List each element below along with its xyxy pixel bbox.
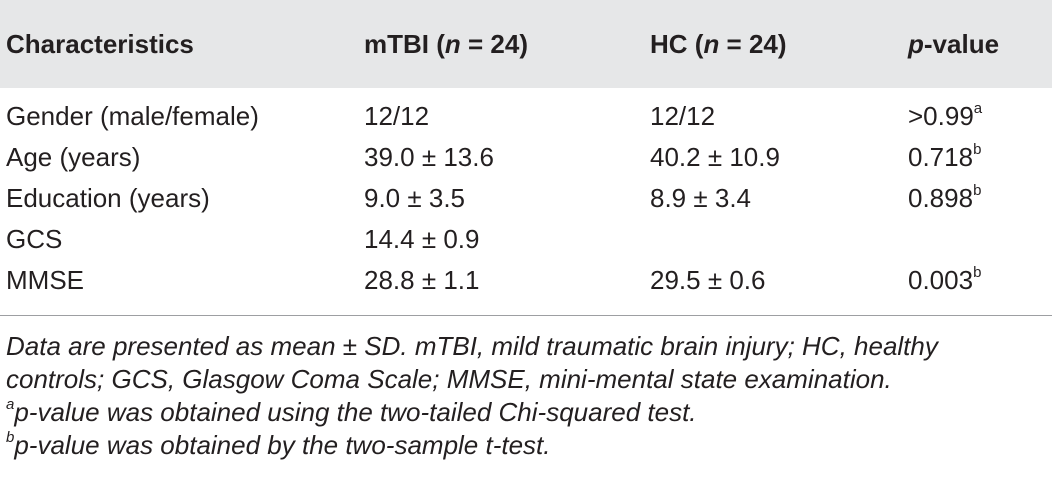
table-bottom-rule bbox=[0, 315, 1052, 316]
footnote-b: bp-value was obtained by the two-sample … bbox=[6, 429, 551, 460]
row-p-value: 0.898b bbox=[908, 182, 982, 213]
row-mtbi-value: 39.0 ± 13.6 bbox=[364, 142, 494, 172]
footnote-line: Data are presented as mean ± SD. mTBI, m… bbox=[6, 331, 938, 361]
table-row: GCS 14.4 ± 0.9 bbox=[0, 220, 1052, 258]
row-label: Age (years) bbox=[6, 142, 141, 172]
row-hc-value: 29.5 ± 0.6 bbox=[650, 265, 766, 295]
row-mtbi-value: 9.0 ± 3.5 bbox=[364, 183, 466, 213]
row-hc-value: 8.9 ± 3.4 bbox=[650, 183, 752, 213]
row-mtbi-value: 12/12 bbox=[364, 101, 430, 131]
header-p-value: p-value bbox=[908, 29, 1000, 59]
table-row: Age (years) 39.0 ± 13.6 40.2 ± 10.9 0.71… bbox=[0, 138, 1052, 176]
header-characteristics: Characteristics bbox=[6, 29, 194, 59]
row-mtbi-value: 14.4 ± 0.9 bbox=[364, 224, 480, 254]
header-mtbi: mTBI (n = 24) bbox=[364, 29, 528, 59]
row-p-value: >0.99a bbox=[908, 100, 983, 131]
row-mtbi-value: 28.8 ± 1.1 bbox=[364, 265, 480, 295]
row-label: GCS bbox=[6, 224, 63, 254]
row-label: MMSE bbox=[6, 265, 84, 295]
table-footnotes: Data are presented as mean ± SD. mTBI, m… bbox=[6, 330, 1046, 462]
row-hc-value: 40.2 ± 10.9 bbox=[650, 142, 780, 172]
row-p-value: 0.718b bbox=[908, 141, 982, 172]
header-hc: HC (n = 24) bbox=[650, 29, 787, 59]
row-label: Education (years) bbox=[6, 183, 210, 213]
row-hc-value: 12/12 bbox=[650, 101, 716, 131]
table-row: Gender (male/female) 12/12 12/12 >0.99a bbox=[0, 97, 1052, 135]
footnote-line: controls; GCS, Glasgow Coma Scale; MMSE,… bbox=[6, 364, 892, 394]
row-label: Gender (male/female) bbox=[6, 101, 259, 131]
row-p-value: 0.003b bbox=[908, 264, 982, 295]
footnote-a: ap-value was obtained using the two-tail… bbox=[6, 396, 697, 427]
table-header-row: Characteristics mTBI (n = 24) HC (n = 24… bbox=[0, 25, 1052, 63]
table-row: Education (years) 9.0 ± 3.5 8.9 ± 3.4 0.… bbox=[0, 179, 1052, 217]
table-row: MMSE 28.8 ± 1.1 29.5 ± 0.6 0.003b bbox=[0, 261, 1052, 299]
table-header-background bbox=[0, 0, 1052, 88]
